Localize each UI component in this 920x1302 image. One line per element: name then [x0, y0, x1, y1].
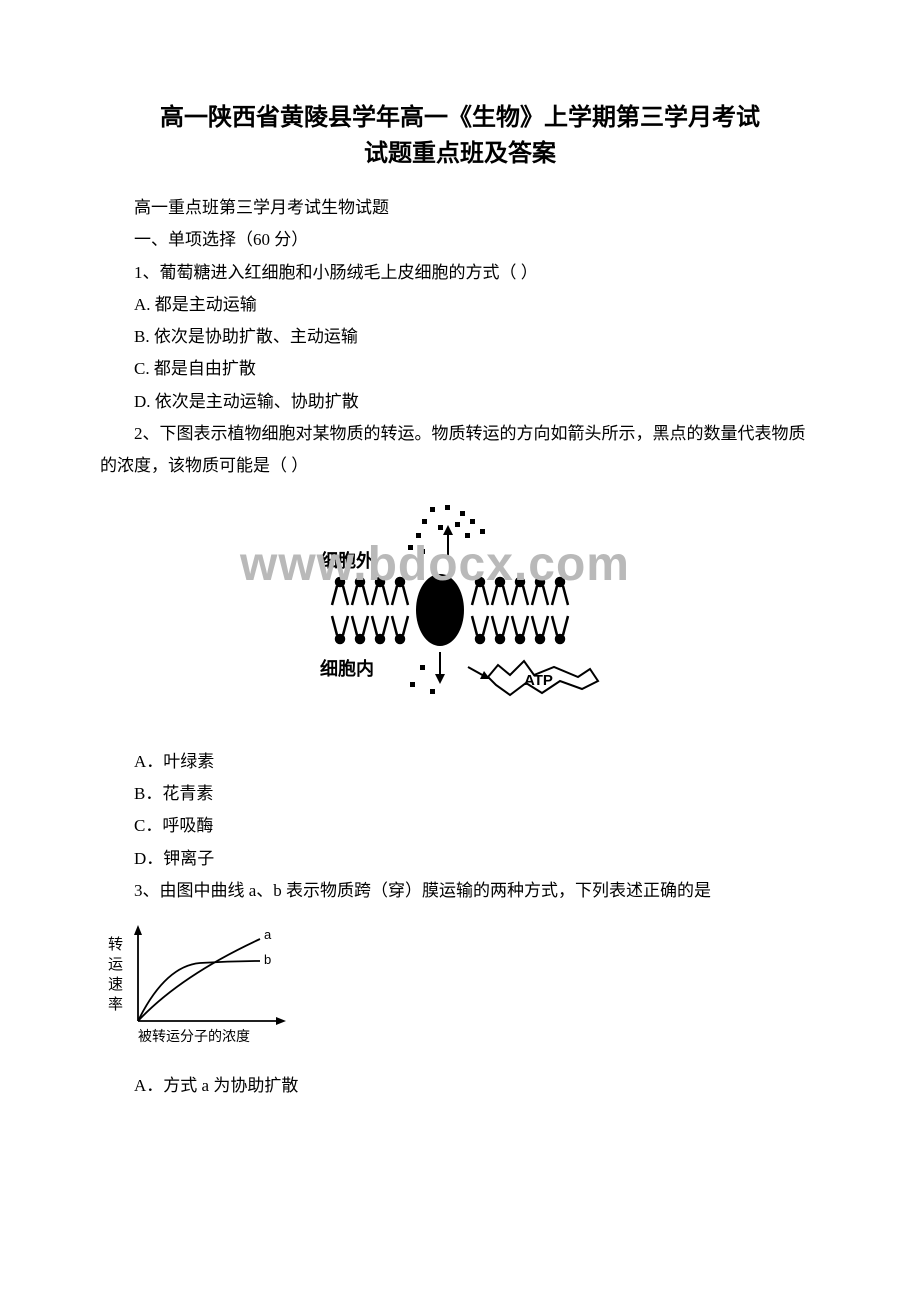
label-cell-outside: 细胞外: [320, 550, 374, 571]
q1-option-b: B. 依次是协助扩散、主动运输: [100, 321, 820, 353]
curve-label-a: a: [264, 927, 272, 942]
q1-option-c: C. 都是自由扩散: [100, 353, 820, 385]
y-axis-char-3: 速: [108, 976, 123, 993]
figure-1-wrap: www.bdocx.com 细胞外: [100, 497, 820, 732]
curve-label-b: b: [264, 952, 271, 967]
label-cell-inside: 细胞内: [320, 658, 374, 679]
q2-option-a: A．叶绿素: [100, 746, 820, 778]
page-title: 高一陕西省黄陵县学年高一《生物》上学期第三学月考试 试题重点班及答案: [100, 100, 820, 172]
title-line-2: 试题重点班及答案: [364, 141, 556, 167]
title-line-1: 高一陕西省黄陵县学年高一《生物》上学期第三学月考试: [160, 105, 760, 131]
q3-option-a: A．方式 a 为协助扩散: [100, 1070, 820, 1102]
x-axis-label: 被转运分子的浓度: [138, 1029, 250, 1045]
q2-option-b: B．花青素: [100, 778, 820, 810]
y-axis-char-4: 率: [108, 996, 123, 1013]
section-heading: 一、单项选择（60 分）: [100, 224, 820, 256]
question-1: 1、葡萄糖进入红细胞和小肠绒毛上皮细胞的方式（ ）: [100, 257, 820, 289]
q1-option-a: A. 都是主动运输: [100, 289, 820, 321]
transport-rate-graph: a b 转 运 速 率 被转运分子的浓度: [100, 921, 300, 1051]
document-page: 高一陕西省黄陵县学年高一《生物》上学期第三学月考试 试题重点班及答案 高一重点班…: [0, 0, 920, 1162]
question-3: 3、由图中曲线 a、b 表示物质跨（穿）膜运输的两种方式，下列表述正确的是: [100, 875, 820, 907]
y-axis-char-2: 运: [108, 956, 123, 973]
q2-option-d: D．钾离子: [100, 843, 820, 875]
figure-2-wrap: a b 转 运 速 率 被转运分子的浓度: [100, 921, 820, 1056]
q1-option-d: D. 依次是主动运输、协助扩散: [100, 386, 820, 418]
membrane-transport-diagram: 细胞外: [310, 497, 610, 727]
y-axis-char-1: 转: [108, 936, 123, 953]
question-2: 2、下图表示植物细胞对某物质的转运。物质转运的方向如箭头所示，黑点的数量代表物质…: [100, 418, 820, 483]
q2-option-c: C．呼吸酶: [100, 810, 820, 842]
label-atp: ATP: [524, 672, 553, 689]
subtitle: 高一重点班第三学月考试生物试题: [100, 192, 820, 224]
